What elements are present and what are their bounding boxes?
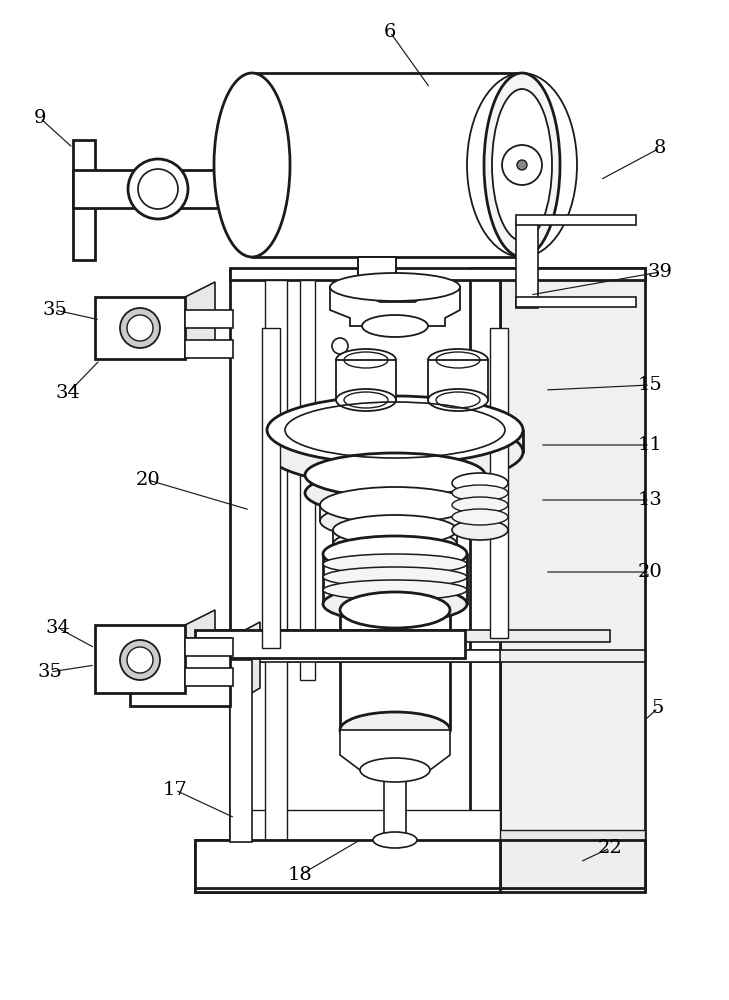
Bar xyxy=(185,638,233,656)
Bar xyxy=(516,297,636,307)
Text: 35: 35 xyxy=(42,301,68,319)
Bar xyxy=(516,220,538,308)
Bar xyxy=(300,280,315,680)
Ellipse shape xyxy=(320,487,470,523)
Text: 13: 13 xyxy=(638,491,663,509)
Polygon shape xyxy=(185,282,215,359)
Text: 11: 11 xyxy=(638,436,663,454)
Polygon shape xyxy=(185,610,215,693)
Ellipse shape xyxy=(428,349,488,371)
Polygon shape xyxy=(230,268,645,280)
Ellipse shape xyxy=(333,515,457,545)
Ellipse shape xyxy=(492,89,552,241)
Bar xyxy=(195,840,500,888)
Polygon shape xyxy=(230,830,645,840)
Bar xyxy=(265,280,287,840)
Circle shape xyxy=(120,640,160,680)
Ellipse shape xyxy=(336,349,396,371)
Bar xyxy=(185,340,233,358)
Circle shape xyxy=(502,145,542,185)
Ellipse shape xyxy=(323,580,467,600)
Bar xyxy=(262,328,280,648)
Ellipse shape xyxy=(333,529,457,559)
Bar xyxy=(230,270,285,860)
Ellipse shape xyxy=(267,418,523,486)
Ellipse shape xyxy=(323,554,467,574)
Bar xyxy=(490,328,508,638)
Circle shape xyxy=(127,315,153,341)
Ellipse shape xyxy=(323,586,467,622)
Circle shape xyxy=(128,159,188,219)
Text: 6: 6 xyxy=(383,23,396,41)
Polygon shape xyxy=(500,840,645,888)
Bar xyxy=(195,840,500,892)
Text: 39: 39 xyxy=(647,263,672,281)
Ellipse shape xyxy=(336,389,396,411)
Polygon shape xyxy=(330,287,460,326)
Ellipse shape xyxy=(362,315,428,337)
Ellipse shape xyxy=(452,520,508,540)
Text: 17: 17 xyxy=(163,781,187,799)
Bar xyxy=(516,215,636,225)
Polygon shape xyxy=(500,268,645,888)
Text: 15: 15 xyxy=(638,376,663,394)
Ellipse shape xyxy=(323,536,467,572)
Bar xyxy=(230,650,500,662)
Bar xyxy=(73,140,95,260)
Bar xyxy=(185,668,233,686)
Text: 35: 35 xyxy=(38,663,63,681)
Ellipse shape xyxy=(320,503,470,539)
Text: 34: 34 xyxy=(45,619,71,637)
Text: 9: 9 xyxy=(34,109,46,127)
Polygon shape xyxy=(195,840,645,892)
Ellipse shape xyxy=(428,389,488,411)
Bar xyxy=(95,625,185,693)
Bar xyxy=(95,297,185,359)
Ellipse shape xyxy=(267,396,523,464)
Ellipse shape xyxy=(452,485,508,501)
Circle shape xyxy=(332,338,348,354)
Ellipse shape xyxy=(360,758,430,782)
Ellipse shape xyxy=(340,592,450,628)
Bar xyxy=(230,810,500,840)
Ellipse shape xyxy=(452,509,508,525)
Polygon shape xyxy=(195,630,610,642)
Text: 22: 22 xyxy=(598,839,623,857)
Bar xyxy=(130,638,230,706)
Polygon shape xyxy=(230,622,260,706)
Ellipse shape xyxy=(323,567,467,587)
Polygon shape xyxy=(230,650,645,662)
Text: 18: 18 xyxy=(288,866,312,884)
Bar xyxy=(185,310,233,328)
Ellipse shape xyxy=(340,712,450,748)
Bar xyxy=(384,778,406,840)
Ellipse shape xyxy=(214,73,290,257)
Ellipse shape xyxy=(484,73,560,257)
Ellipse shape xyxy=(305,471,485,515)
Circle shape xyxy=(120,308,160,348)
Ellipse shape xyxy=(305,453,485,497)
Text: 20: 20 xyxy=(638,563,663,581)
Ellipse shape xyxy=(330,273,460,301)
Circle shape xyxy=(517,160,527,170)
Ellipse shape xyxy=(452,497,508,513)
Circle shape xyxy=(127,647,153,673)
Ellipse shape xyxy=(373,832,417,848)
Bar xyxy=(230,660,252,842)
Text: 8: 8 xyxy=(654,139,666,157)
Bar xyxy=(428,360,488,400)
Circle shape xyxy=(138,169,178,209)
Text: 34: 34 xyxy=(55,384,80,402)
Bar xyxy=(470,268,500,888)
Ellipse shape xyxy=(452,473,508,493)
Bar xyxy=(73,170,268,208)
Text: 20: 20 xyxy=(136,471,160,489)
Bar xyxy=(195,630,465,658)
Polygon shape xyxy=(340,730,450,770)
Bar xyxy=(336,360,396,400)
Text: 5: 5 xyxy=(652,699,664,717)
Bar xyxy=(358,257,396,287)
